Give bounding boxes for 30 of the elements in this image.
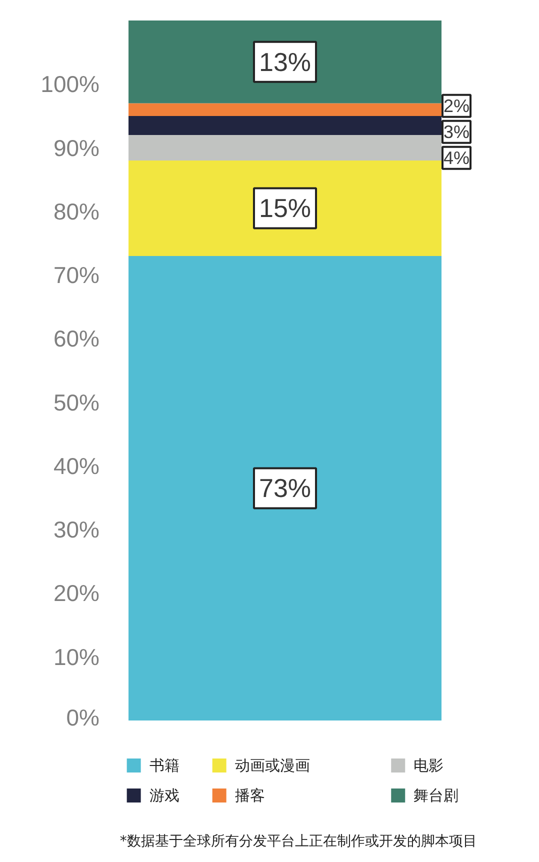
bar: [128, 160, 442, 256]
y-tick-label: 60%: [53, 326, 100, 352]
legend-label: 电影: [414, 756, 444, 774]
legend-label: 游戏: [149, 786, 180, 804]
legend-label: 书籍: [149, 756, 180, 774]
data-label: 3%: [444, 122, 470, 142]
legend-label: 播客: [234, 786, 265, 804]
y-tick-label: 70%: [53, 262, 100, 288]
y-tick-label: 20%: [53, 580, 100, 606]
y-tick-label: 0%: [66, 704, 100, 730]
bar: [128, 103, 442, 116]
y-tick-label: 100%: [40, 71, 100, 98]
bar: [128, 20, 442, 104]
data-label: 13%: [258, 46, 312, 77]
y-tick-label: 40%: [53, 452, 100, 479]
data-label: 15%: [258, 193, 312, 224]
data-label: 4%: [444, 148, 470, 168]
y-tick-label: 90%: [53, 134, 100, 161]
text: *数据基于全球所有分发平台上正在制作或开发的脚本项目: [120, 834, 477, 850]
bar: [128, 116, 442, 136]
legend-label: 动画或漫画: [234, 756, 310, 774]
bar: [128, 135, 442, 160]
y-tick-label: 30%: [53, 516, 100, 543]
y-tick-label: 10%: [53, 644, 100, 670]
data-label: 73%: [258, 473, 312, 504]
y-tick-label: 80%: [53, 198, 100, 224]
data-label: 2%: [444, 96, 470, 116]
legend-label: 舞台剧: [414, 786, 459, 804]
bar: [128, 256, 442, 720]
y-tick-label: 50%: [53, 389, 100, 416]
